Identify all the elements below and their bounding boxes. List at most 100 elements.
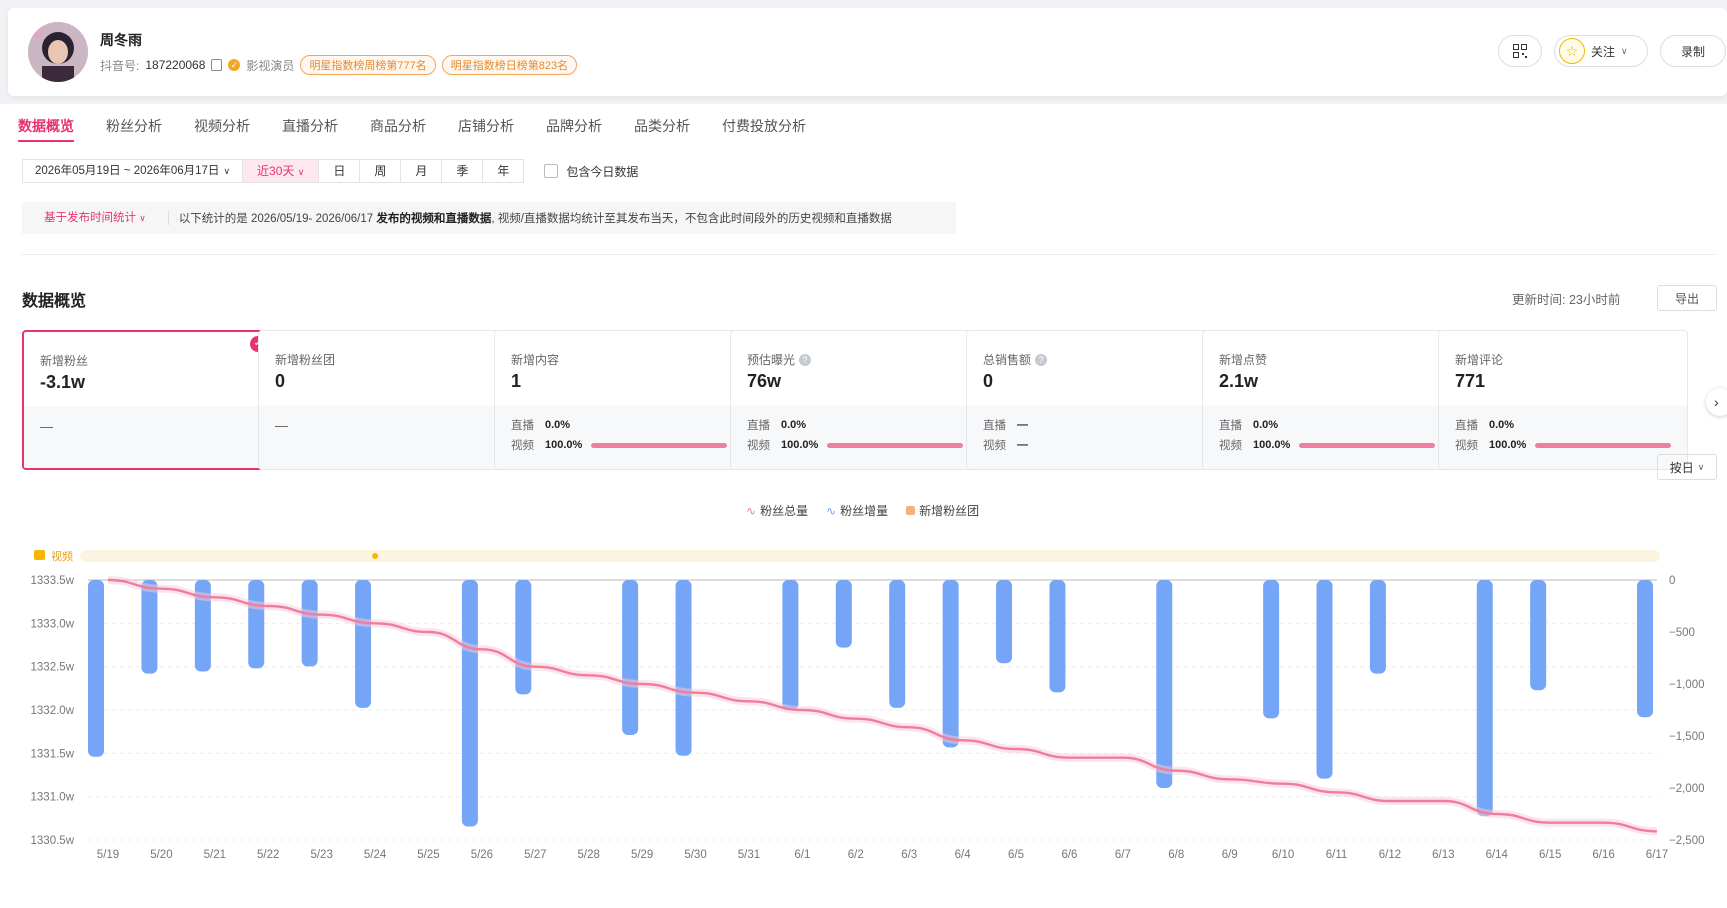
card-dash: — xyxy=(275,418,288,433)
card-new-content[interactable]: 新增内容 1 直播 0.0% 视频 100.0% xyxy=(494,330,744,470)
legend-item-fan-club[interactable]: 新增粉丝团 xyxy=(906,502,979,519)
x-tick-label: 6/14 xyxy=(1486,849,1509,861)
period-30d-label: 近30天 xyxy=(257,164,295,178)
fans-increment-bar xyxy=(1316,580,1333,779)
x-tick-label: 5/31 xyxy=(738,849,760,861)
card-value: 0 xyxy=(275,371,286,391)
x-tick-label: 6/8 xyxy=(1168,849,1184,861)
card-value: 0 xyxy=(983,371,994,391)
tab-brand[interactable]: 品牌分析 xyxy=(546,118,602,134)
copy-icon[interactable] xyxy=(211,59,223,71)
x-tick-label: 6/7 xyxy=(1115,849,1131,861)
profile-role: 影视演员 xyxy=(246,58,295,73)
fans-increment-bar xyxy=(301,580,318,667)
card-new-fans[interactable]: ✓ 新增粉丝 -3.1w — xyxy=(22,330,272,470)
x-tick-label: 5/23 xyxy=(310,849,332,861)
card-new-comments[interactable]: 新增评论 771 直播 0.0% 视频 100.0% xyxy=(1438,330,1688,470)
date-range-picker[interactable]: 2026年05月19日 ~ 2026年06月17日 ∨ xyxy=(22,159,244,183)
fans-increment-bar xyxy=(782,580,799,710)
live-label: 直播 xyxy=(511,420,534,432)
card-label: 新增评论 xyxy=(1455,353,1504,367)
tab-overview[interactable]: 数据概览 xyxy=(4,104,88,148)
tab-goods[interactable]: 商品分析 xyxy=(370,118,426,134)
card-new-fan-club[interactable]: 新增粉丝团 0 — xyxy=(258,330,508,470)
next-cards-button[interactable]: › xyxy=(1706,388,1727,416)
x-tick-label: 6/4 xyxy=(955,849,972,861)
y-right-tick: −2,000 xyxy=(1669,783,1705,795)
tab-shop[interactable]: 店铺分析 xyxy=(458,118,514,134)
period-week[interactable]: 周 xyxy=(360,159,402,183)
fans-increment-bar xyxy=(194,580,211,672)
help-icon[interactable]: ? xyxy=(799,353,812,366)
video-label: 视频 xyxy=(511,440,534,452)
filter-bar: 2026年05月19日 ~ 2026年06月17日 ∨ 近30天 ∨ 日 周 月… xyxy=(22,159,638,183)
chevron-down-icon: ∨ xyxy=(297,167,305,177)
include-today-toggle[interactable]: 包含今日数据 xyxy=(544,163,638,180)
period-quarter[interactable]: 季 xyxy=(442,159,484,183)
fans-increment-bar xyxy=(355,580,372,708)
follow-label: 关注 xyxy=(1591,44,1616,59)
date-range-text: 2026年05月19日 ~ 2026年06月17日 xyxy=(35,165,220,177)
video-share-bar xyxy=(591,442,727,448)
rank-badge-weekly[interactable]: 明星指数榜周榜第777名 xyxy=(300,55,436,75)
chevron-down-icon: ∨ xyxy=(139,213,146,223)
tab-live[interactable]: 直播分析 xyxy=(282,118,338,134)
legend-item-increment[interactable]: ∿ 粉丝增量 xyxy=(826,502,888,519)
avatar[interactable] xyxy=(28,22,88,82)
divider xyxy=(22,254,1717,255)
x-tick-label: 6/15 xyxy=(1539,849,1561,861)
record-button[interactable]: 录制 xyxy=(1660,35,1726,67)
douyin-id-label: 抖音号: xyxy=(100,58,140,73)
granularity-select[interactable]: 按日 ∨ xyxy=(1657,454,1717,480)
card-label: 预估曝光 xyxy=(747,353,796,367)
x-tick-label: 6/12 xyxy=(1379,849,1401,861)
x-tick-label: 5/19 xyxy=(97,849,119,861)
line-swatch-icon: ∿ xyxy=(746,503,757,518)
export-button[interactable]: 导出 xyxy=(1657,285,1717,311)
y-right-tick: −1,500 xyxy=(1669,731,1705,743)
y-left-tick: 1333.5w xyxy=(31,575,75,587)
rank-badge-daily[interactable]: 明星指数榜日榜第823名 xyxy=(441,55,578,75)
x-tick-label: 6/5 xyxy=(1008,849,1024,861)
period-30d[interactable]: 近30天 ∨ xyxy=(243,159,320,183)
x-tick-label: 6/16 xyxy=(1592,849,1614,861)
include-today-label: 包含今日数据 xyxy=(566,164,639,179)
period-day[interactable]: 日 xyxy=(319,159,361,183)
profile-name: 周冬雨 xyxy=(100,32,142,48)
period-year[interactable]: 年 xyxy=(483,159,525,183)
card-new-likes[interactable]: 新增点赞 2.1w 直播 0.0% 视频 100.0% xyxy=(1202,330,1452,470)
video-marker-label: 视频 xyxy=(51,549,73,563)
card-est-exposure[interactable]: 预估曝光? 76w 直播 0.0% 视频 100.0% xyxy=(730,330,980,470)
card-total-sales[interactable]: 总销售额? 0 直播 — 视频 — xyxy=(966,330,1216,470)
qr-code-button[interactable] xyxy=(1498,35,1542,67)
tab-category[interactable]: 品类分析 xyxy=(634,118,690,134)
follow-button[interactable]: ☆ 关注 ∨ xyxy=(1554,35,1648,67)
legend-item-total[interactable]: ∿ 粉丝总量 xyxy=(746,502,808,519)
y-left-tick: 1332.0w xyxy=(31,705,75,717)
include-today-checkbox[interactable] xyxy=(544,164,559,178)
x-tick-label: 6/1 xyxy=(794,849,810,861)
x-tick-label: 5/25 xyxy=(417,849,439,861)
tab-fans[interactable]: 粉丝分析 xyxy=(106,118,162,134)
fans-increment-bar xyxy=(141,580,158,674)
card-label: 总销售额 xyxy=(983,353,1032,367)
period-month[interactable]: 月 xyxy=(401,159,443,183)
video-label: 视频 xyxy=(1219,440,1242,452)
x-tick-label: 5/24 xyxy=(364,849,387,861)
line-swatch-icon: ∿ xyxy=(826,503,837,518)
video-share-bar xyxy=(1535,442,1671,448)
legend-label: 粉丝增量 xyxy=(840,504,889,518)
tab-paid-ads[interactable]: 付费投放分析 xyxy=(722,118,806,134)
stat-notice: 基于发布时间统计 ∨ 以下统计的是 2026/05/19- 2026/06/17… xyxy=(22,202,956,234)
x-tick-label: 6/11 xyxy=(1326,849,1348,861)
fans-increment-bar xyxy=(1049,580,1066,693)
card-label: 新增粉丝 xyxy=(40,354,89,368)
card-value: 771 xyxy=(1455,371,1486,391)
tab-video[interactable]: 视频分析 xyxy=(194,118,250,134)
fans-increment-bar xyxy=(88,580,104,757)
help-icon[interactable]: ? xyxy=(1035,353,1048,366)
live-pct: 0.0% xyxy=(781,419,807,431)
stat-basis-dropdown[interactable]: 基于发布时间统计 ∨ xyxy=(22,211,169,225)
